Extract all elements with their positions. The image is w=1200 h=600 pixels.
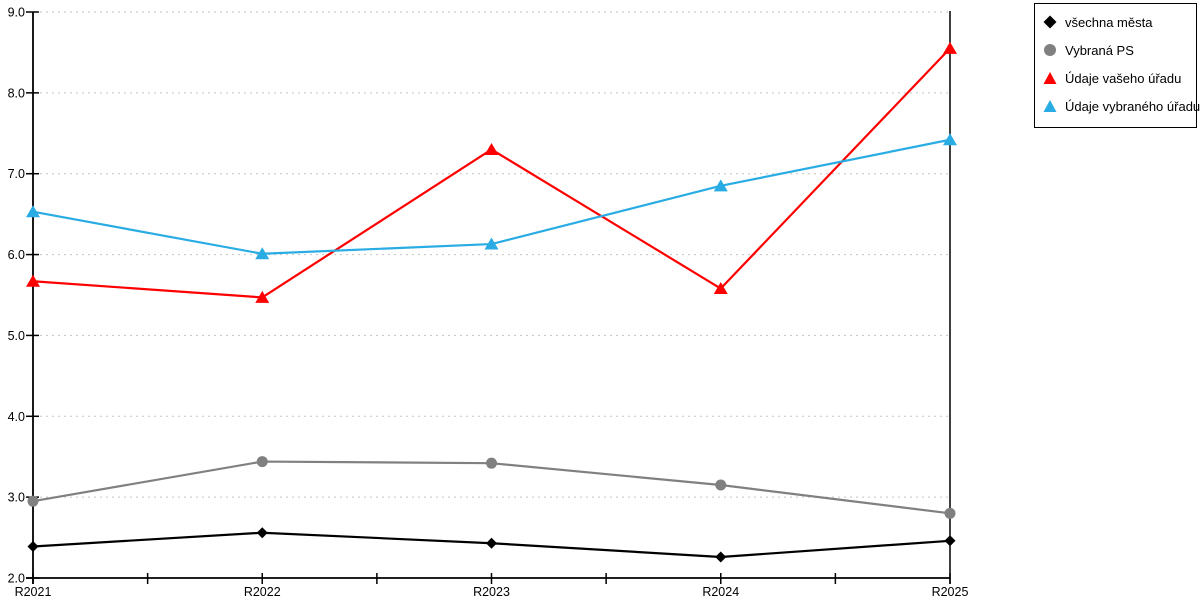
vsechna-mesta-diamond-marker xyxy=(486,537,497,549)
triangle-shape xyxy=(1043,72,1057,84)
circle-marker-glyph xyxy=(1044,44,1056,56)
legend-item-udaje-vaseho-uradu: Údaje vašeho úřadu xyxy=(1035,64,1196,92)
legend-item-udaje-vybraneho-uradu: Údaje vybraného úřadu xyxy=(1035,92,1200,120)
x-tick-label: R2024 xyxy=(702,585,739,599)
vybrana-ps-circle-marker xyxy=(256,456,268,468)
series-vsechna-mesta xyxy=(27,527,956,563)
udaje-vaseho-uradu-triangle-marker xyxy=(255,290,270,303)
diamond-marker-glyph xyxy=(1043,15,1057,29)
vsechna-mesta-diamond-marker xyxy=(27,540,39,552)
udaje-vybraneho-uradu-triangle-marker xyxy=(26,205,40,218)
legend: všechna města Vybraná PS Údaje vašeho úřad… xyxy=(1034,3,1200,128)
x-tick-label: R2025 xyxy=(932,585,969,599)
triangle-marker-glyph xyxy=(1043,72,1057,84)
legend-label-udaje-vaseho-uradu: Údaje vašeho úřadu xyxy=(1065,70,1182,86)
x-tick-label: R2021 xyxy=(15,585,52,599)
y-tick-label: 4.0 xyxy=(8,410,25,424)
circle-shape xyxy=(1044,44,1056,56)
udaje-vaseho-uradu-triangle-marker xyxy=(26,274,40,287)
circle-marker-icon xyxy=(1043,43,1057,57)
vsechna-mesta-diamond-marker xyxy=(944,535,956,547)
legend-item-vybrana-ps: Vybraná PS xyxy=(1035,36,1196,64)
series-line-udaje-vybraneho-uradu xyxy=(32,138,951,255)
vybrana-ps-circle-marker xyxy=(715,479,727,491)
udaje-vaseho-uradu-triangle-marker xyxy=(943,41,957,54)
y-tick-label: 6.0 xyxy=(8,248,25,262)
series-vybrana-ps xyxy=(27,456,956,519)
vybrana-ps-circle-marker xyxy=(486,457,497,469)
y-tick-label: 2.0 xyxy=(8,572,25,586)
y-tick-label: 9.0 xyxy=(8,6,25,20)
series-line-udaje-vaseho-uradu xyxy=(32,47,951,299)
triangle-marker-glyph xyxy=(1043,100,1057,112)
y-tick-label: 3.0 xyxy=(8,491,25,505)
series-udaje-vybraneho-uradu xyxy=(26,133,957,260)
vybrana-ps-circle-marker xyxy=(27,495,39,507)
y-tick-label: 7.0 xyxy=(8,167,25,181)
y-tick-label: 5.0 xyxy=(8,329,25,343)
series-line-vybrana-ps xyxy=(32,460,951,515)
diamond-marker-icon xyxy=(1043,15,1057,29)
vsechna-mesta-diamond-marker xyxy=(715,551,727,563)
udaje-vaseho-uradu-triangle-marker xyxy=(484,142,499,155)
vsechna-mesta-diamond-marker xyxy=(256,527,268,539)
udaje-vaseho-uradu-triangle-marker xyxy=(713,282,728,295)
legend-item-vsechna-mesta: všechna města xyxy=(1035,8,1196,36)
vybrana-ps-circle-marker xyxy=(944,507,956,519)
y-tick-label: 8.0 xyxy=(8,86,25,100)
x-tick-label: R2023 xyxy=(473,585,510,599)
udaje-vybraneho-uradu-triangle-marker xyxy=(713,179,728,192)
udaje-vybraneho-uradu-triangle-marker xyxy=(484,237,499,250)
udaje-vybraneho-uradu-triangle-marker xyxy=(943,133,957,146)
x-tick-label: R2022 xyxy=(244,585,281,599)
triangle-shape xyxy=(1043,100,1057,112)
udaje-vybraneho-uradu-triangle-marker xyxy=(255,247,270,260)
legend-label-udaje-vybraneho-uradu: Údaje vybraného úřadu xyxy=(1065,98,1200,114)
series-udaje-vaseho-uradu xyxy=(26,41,957,303)
legend-label-vsechna-mesta: všechna města xyxy=(1065,14,1153,30)
legend-label-vybrana-ps: Vybraná PS xyxy=(1065,42,1134,58)
triangle-marker-icon xyxy=(1043,99,1057,113)
diamond-shape xyxy=(1043,15,1057,29)
triangle-marker-icon xyxy=(1043,71,1057,85)
